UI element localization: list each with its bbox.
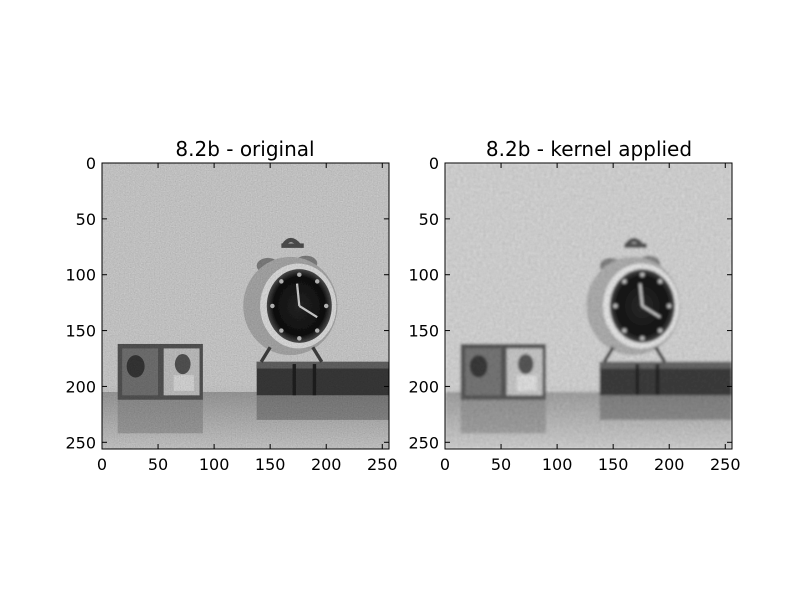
x-tick-label-kernel-applied: 100 bbox=[542, 455, 573, 474]
panel-original: 8.2b - original 0 50 100 150 200 250050100150… bbox=[65, 137, 397, 474]
panel-title-kernel-applied: 8.2b - kernel applied bbox=[486, 137, 692, 161]
x-tick-label-original: 50 bbox=[148, 455, 168, 474]
image-kernel-applied bbox=[445, 163, 732, 449]
y-tick-label-original: 50 bbox=[76, 210, 96, 229]
axes-frame-original bbox=[101, 162, 390, 450]
y-tick-label-kernel-applied: 0 bbox=[429, 154, 439, 173]
x-tick-label-kernel-applied: 0 bbox=[440, 455, 450, 474]
y-tick-label-kernel-applied: 200 bbox=[408, 377, 439, 396]
y-tick-label-original: 250 bbox=[65, 433, 96, 452]
x-tick-label-kernel-applied: 50 bbox=[491, 455, 511, 474]
y-tick-label-kernel-applied: 150 bbox=[408, 322, 439, 341]
y-tick-label-kernel-applied: 100 bbox=[408, 266, 439, 285]
x-tick-label-kernel-applied: 250 bbox=[710, 455, 741, 474]
x-tick-label-original: 100 bbox=[199, 455, 230, 474]
axes-frame-kernel-applied bbox=[444, 162, 733, 450]
x-tick-label-original: 200 bbox=[311, 455, 342, 474]
x-tick-label-original: 0 bbox=[97, 455, 107, 474]
y-tick-label-original: 100 bbox=[65, 266, 96, 285]
image-original bbox=[102, 163, 389, 449]
panel-title-original: 8.2b - original bbox=[175, 137, 314, 161]
x-tick-label-original: 150 bbox=[255, 455, 286, 474]
y-tick-label-original: 150 bbox=[65, 322, 96, 341]
x-tick-label-kernel-applied: 200 bbox=[654, 455, 685, 474]
x-tick-label-original: 250 bbox=[367, 455, 398, 474]
panel-kernel-applied: 8.2b - kernel applied 0 50 100 150 200 250050… bbox=[408, 137, 740, 474]
x-tick-label-kernel-applied: 150 bbox=[598, 455, 629, 474]
y-tick-label-original: 200 bbox=[65, 377, 96, 396]
y-tick-label-original: 0 bbox=[86, 154, 96, 173]
y-tick-label-kernel-applied: 250 bbox=[408, 433, 439, 452]
y-tick-label-kernel-applied: 50 bbox=[419, 210, 439, 229]
